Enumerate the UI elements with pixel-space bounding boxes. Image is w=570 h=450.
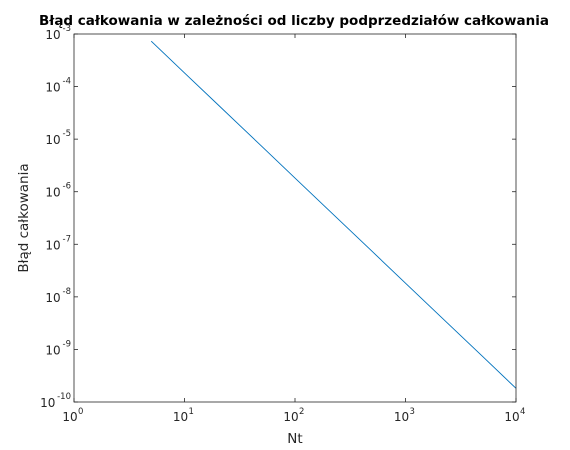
y-tick-label: 10 — [45, 343, 60, 357]
x-axis-ticks: 10 0 10 1 10 2 10 3 10 4 — [62, 34, 525, 424]
y-tick-label: 10 — [45, 133, 60, 147]
x-tick-exponent: 3 — [410, 407, 415, 417]
y-tick-exponent: -3 — [63, 24, 71, 34]
plot-area — [74, 34, 516, 402]
y-tick-exponent: -4 — [63, 77, 71, 87]
y-tick-exponent: -8 — [63, 287, 71, 297]
x-tick-label: 10 — [173, 410, 188, 424]
y-tick-label: 10 — [45, 186, 60, 200]
x-tick-label: 10 — [62, 410, 77, 424]
series-line-1 — [150, 40, 517, 389]
x-tick-label: 10 — [394, 410, 409, 424]
x-tick-label: 10 — [504, 410, 519, 424]
y-tick-label: 10 — [40, 396, 55, 410]
x-tick-label: 10 — [283, 410, 298, 424]
y-tick-exponent: -5 — [63, 129, 71, 139]
y-tick-label: 10 — [45, 291, 60, 305]
x-tick-exponent: 2 — [299, 407, 304, 417]
y-tick-exponent: -10 — [57, 392, 71, 402]
x-tick-exponent: 4 — [520, 407, 525, 417]
x-tick-exponent: 0 — [78, 407, 83, 417]
series-layer — [150, 40, 517, 389]
y-tick-exponent: -6 — [63, 182, 71, 192]
y-axis-label: Błąd całkowania — [16, 163, 32, 272]
y-tick-label: 10 — [45, 28, 60, 42]
x-axis-label: Nt — [287, 431, 302, 447]
axes-box — [73, 33, 517, 403]
y-tick-label: 10 — [45, 238, 60, 252]
chart-title: Błąd całkowania w zależności od liczby p… — [39, 13, 549, 29]
x-tick-exponent: 1 — [189, 407, 194, 417]
y-tick-label: 10 — [45, 81, 60, 95]
y-tick-exponent: -7 — [63, 234, 71, 244]
y-tick-exponent: -9 — [63, 339, 71, 349]
